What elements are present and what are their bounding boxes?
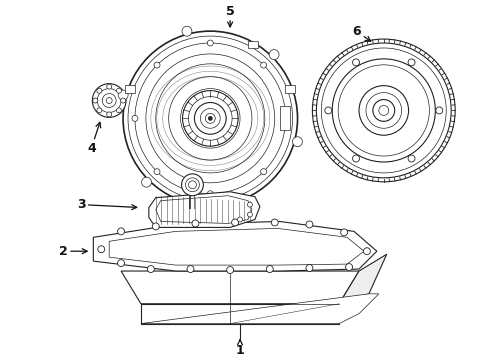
Circle shape [98,246,105,253]
Circle shape [436,107,443,114]
Circle shape [189,96,232,140]
Circle shape [341,229,347,236]
Circle shape [271,219,278,226]
Circle shape [306,221,313,228]
Circle shape [247,212,252,217]
Circle shape [195,103,226,134]
Circle shape [121,98,125,103]
Circle shape [205,113,215,123]
Circle shape [117,88,122,93]
Circle shape [182,26,192,36]
Polygon shape [280,107,290,130]
Circle shape [154,169,160,175]
Circle shape [269,50,279,59]
Text: 6: 6 [353,24,370,41]
Circle shape [408,155,415,162]
Circle shape [135,43,286,194]
Circle shape [306,265,313,271]
Circle shape [118,228,124,235]
Text: 4: 4 [87,122,101,154]
Polygon shape [125,85,135,93]
Circle shape [189,181,196,189]
Circle shape [313,39,455,182]
Circle shape [118,260,124,266]
Circle shape [107,84,112,89]
Circle shape [325,107,332,114]
Circle shape [152,223,159,230]
Circle shape [142,177,151,187]
Circle shape [207,40,213,46]
Polygon shape [109,228,364,265]
Circle shape [192,220,199,227]
Polygon shape [141,304,339,324]
Circle shape [359,86,409,135]
Circle shape [293,137,302,147]
Text: 3: 3 [77,198,137,211]
Text: 5: 5 [226,5,235,27]
Circle shape [200,108,220,128]
Circle shape [379,105,389,116]
Circle shape [92,84,126,117]
Circle shape [283,116,289,121]
Circle shape [107,112,112,117]
Circle shape [182,174,203,196]
Polygon shape [141,294,379,324]
Circle shape [208,116,212,120]
Circle shape [147,266,154,273]
Circle shape [261,62,267,68]
Polygon shape [93,221,377,271]
Circle shape [238,217,243,222]
Polygon shape [339,254,387,304]
Circle shape [261,169,267,175]
Circle shape [128,36,293,201]
Circle shape [102,94,116,108]
Circle shape [332,59,435,162]
Circle shape [154,62,160,68]
Circle shape [123,31,297,206]
Polygon shape [248,41,258,49]
Circle shape [97,88,102,93]
Circle shape [232,219,239,226]
Circle shape [187,266,194,273]
Circle shape [132,116,138,121]
Circle shape [98,89,121,112]
Circle shape [118,90,128,100]
Circle shape [229,201,239,211]
Circle shape [93,98,98,103]
Polygon shape [149,192,260,228]
Circle shape [408,59,415,66]
Polygon shape [286,85,295,93]
Circle shape [186,178,199,192]
Circle shape [227,266,234,274]
Circle shape [345,264,353,270]
Circle shape [364,248,370,255]
Circle shape [373,99,394,121]
Circle shape [366,93,402,128]
Circle shape [353,155,360,162]
Circle shape [266,266,273,273]
Text: 2: 2 [59,245,87,258]
Circle shape [247,202,252,207]
Circle shape [207,191,213,197]
Circle shape [106,98,112,103]
Polygon shape [121,271,359,304]
Circle shape [183,91,238,146]
Circle shape [353,59,360,66]
Circle shape [117,108,122,113]
Circle shape [97,108,102,113]
Circle shape [317,43,451,178]
Text: 1: 1 [236,340,245,357]
